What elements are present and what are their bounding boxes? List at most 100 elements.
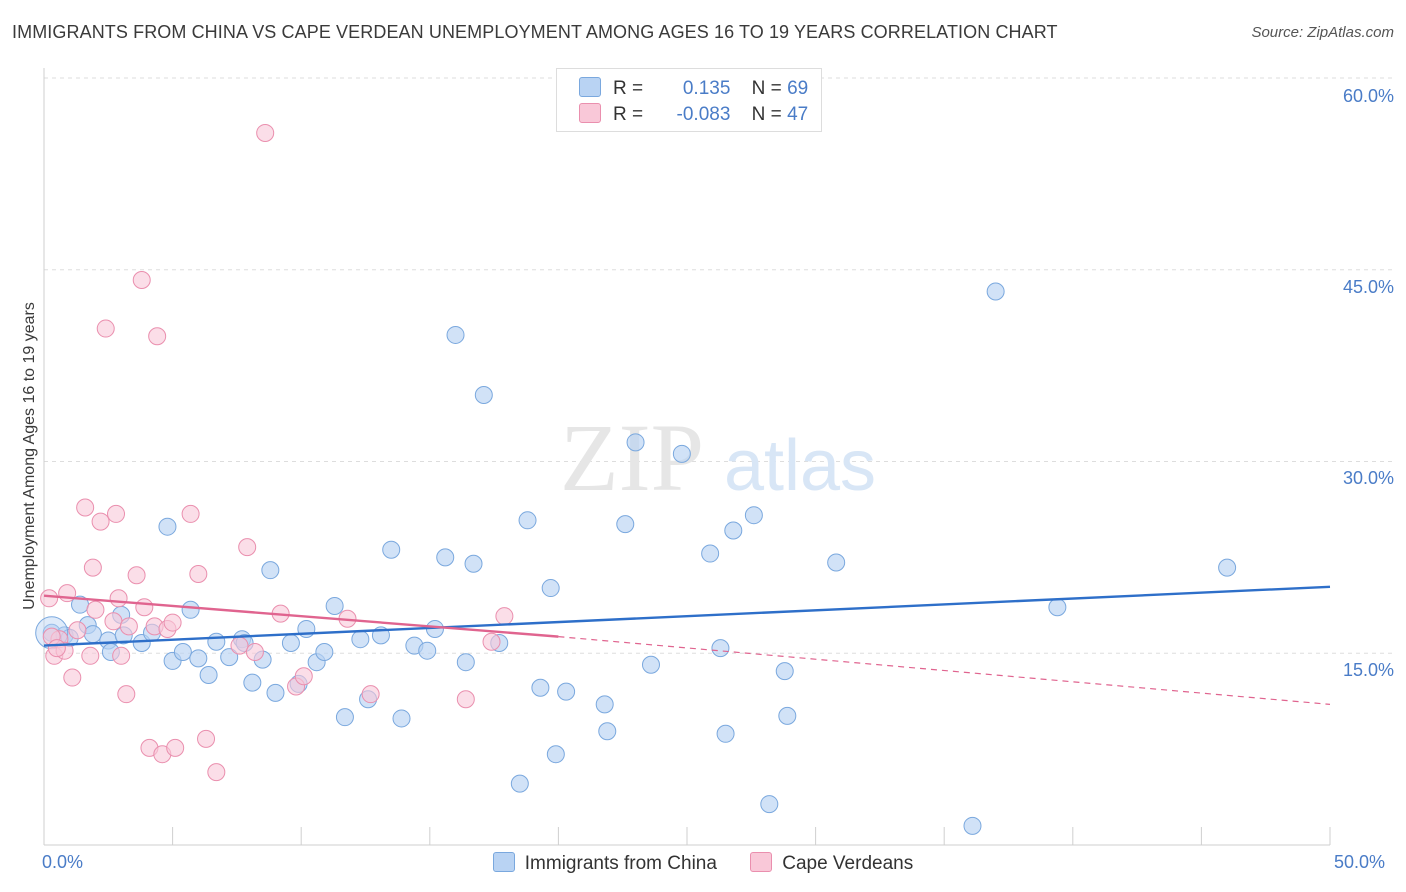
- china-point: [207, 632, 226, 651]
- cape-legend-swatch: [750, 852, 773, 872]
- china-point: [158, 517, 177, 536]
- china-point: [199, 665, 218, 684]
- cape-point: [112, 646, 131, 665]
- cape-point: [294, 667, 313, 686]
- cape-trend-line: [43, 594, 559, 638]
- china-point: [456, 653, 475, 672]
- cape-point: [181, 504, 200, 523]
- china-point: [83, 625, 102, 644]
- cape-point: [135, 598, 154, 617]
- cape-point: [456, 690, 475, 709]
- cape-point: [207, 763, 226, 782]
- china-point: [778, 706, 797, 725]
- cape-point: [68, 621, 87, 640]
- china-point: [827, 553, 846, 572]
- china-trend-line: [43, 585, 1331, 647]
- china-point: [626, 433, 645, 452]
- cape-point: [47, 639, 66, 658]
- y-tick-label: 45.0%: [1342, 277, 1394, 297]
- china-point: [716, 724, 735, 743]
- china-point: [392, 709, 411, 728]
- cape-point: [86, 600, 105, 619]
- china-points: [35, 282, 1237, 835]
- china-point: [963, 816, 982, 835]
- cape-point: [117, 685, 136, 704]
- cape-point: [132, 270, 151, 289]
- cape-point: [83, 558, 102, 577]
- china-point: [701, 544, 720, 563]
- china-point: [220, 648, 239, 667]
- china-point: [711, 639, 730, 658]
- china-point: [598, 722, 617, 741]
- china-point: [557, 682, 576, 701]
- stats-legend: R = 0.135 N = 69 R = -0.083 N = 47: [556, 68, 822, 132]
- cape-point: [81, 646, 100, 665]
- y-tick-label: 15.0%: [1342, 660, 1394, 680]
- china-point: [351, 630, 370, 649]
- trend-lines: [43, 585, 1331, 705]
- china-point: [986, 282, 1005, 301]
- cape-point: [63, 668, 82, 687]
- china-r-value: 0.135: [682, 78, 731, 99]
- series-legend: Immigrants from China Cape Verdeans: [0, 852, 1406, 875]
- cape-point: [189, 564, 208, 583]
- china-point: [315, 642, 334, 661]
- china-point: [595, 695, 614, 714]
- x-tick-label-min: 0.0%: [42, 852, 84, 872]
- china-point: [1048, 598, 1067, 617]
- china-point: [325, 596, 344, 615]
- china-point: [760, 795, 779, 814]
- cape-point: [197, 729, 216, 748]
- cape-point: [107, 504, 126, 523]
- china-point: [189, 649, 208, 668]
- cape-point: [166, 738, 185, 757]
- cape-point: [482, 632, 501, 651]
- cape-point: [40, 589, 59, 608]
- china-r-label: R =: [613, 78, 644, 99]
- cape-point: [256, 123, 275, 142]
- china-point: [518, 511, 537, 530]
- china-swatch: [579, 77, 601, 97]
- y-tick-label: 30.0%: [1342, 468, 1394, 488]
- legend-row-china: R = 0.135 N = 69: [579, 77, 808, 99]
- grid-lines: [44, 77, 1392, 654]
- china-point: [281, 634, 300, 653]
- china-point: [382, 540, 401, 559]
- cape-point: [238, 538, 257, 557]
- china-point: [243, 673, 262, 692]
- source-note: Source: ZipAtlas.com: [1251, 24, 1394, 41]
- china-legend-label: Immigrants from China: [524, 853, 717, 874]
- x-tick-label-max: 50.0%: [1334, 852, 1386, 872]
- cape-swatch: [579, 103, 601, 123]
- cape-point: [230, 636, 249, 655]
- china-point: [616, 515, 635, 534]
- axes: [43, 68, 1331, 846]
- y-tick-label: 60.0%: [1342, 86, 1394, 106]
- watermark-atlas: atlas: [724, 426, 876, 506]
- china-n-label: N =: [751, 78, 782, 99]
- legend-item-china: Immigrants from China: [492, 852, 717, 875]
- china-point: [335, 708, 354, 727]
- cape-point: [109, 589, 128, 608]
- cape-point: [163, 613, 182, 632]
- china-point: [446, 325, 465, 344]
- china-point: [464, 554, 483, 573]
- china-point: [474, 386, 493, 405]
- cape-trend-extension: [558, 636, 1331, 705]
- china-point: [436, 548, 455, 567]
- china-point: [724, 521, 743, 540]
- cape-point: [119, 617, 138, 636]
- legend-item-cape: Cape Verdeans: [750, 852, 913, 875]
- china-n-value: 69: [787, 78, 809, 99]
- cape-legend-label: Cape Verdeans: [782, 853, 914, 874]
- china-point: [181, 600, 200, 619]
- china-point: [418, 641, 437, 660]
- china-point: [531, 678, 550, 697]
- cape-point: [361, 685, 380, 704]
- watermark: ZIP atlas: [560, 404, 876, 511]
- cape-point: [148, 327, 167, 346]
- cape-point: [104, 612, 123, 631]
- cape-point: [127, 566, 146, 585]
- china-point: [510, 774, 529, 793]
